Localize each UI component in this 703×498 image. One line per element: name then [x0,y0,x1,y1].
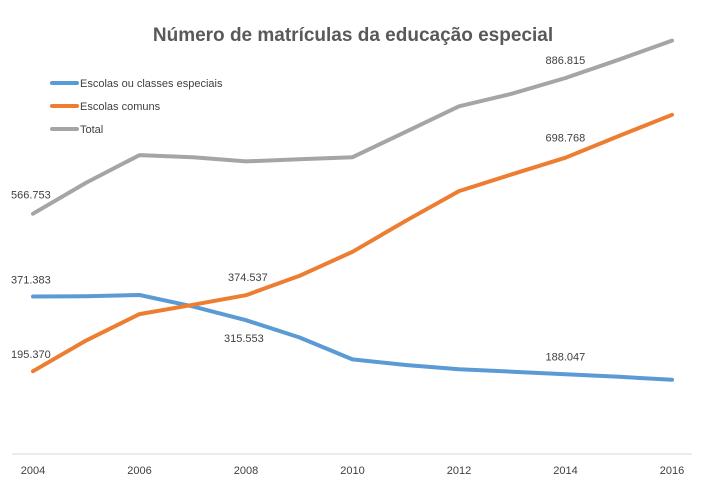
legend-label-1: Escolas comuns [80,101,161,113]
x-tick-label: 2014 [553,465,577,477]
x-tick-label: 2010 [340,465,364,477]
legend-label-0: Escolas ou classes especiais [80,78,223,90]
x-axis-tick-labels: 2004 2006 2008 2010 2012 2014 2016 [21,465,684,477]
x-tick-label: 2006 [127,465,151,477]
legend-label-2: Total [80,124,103,136]
data-label: 371.383 [11,275,51,287]
data-label: 566.753 [11,190,51,202]
data-label: 195.370 [11,349,51,361]
x-tick-label: 2012 [447,465,471,477]
series-line-1 [31,112,674,374]
series-lines [31,38,674,382]
chart-title: Número de matrículas da educação especia… [153,25,553,46]
x-tick-label: 2004 [21,465,45,477]
series-line-2 [31,38,674,216]
data-labels: 371.383 315.553 188.047 195.370 374.537 698.7… [11,55,585,363]
legend: Escolas ou classes especiais Escolas comu… [50,78,223,136]
data-label: 374.537 [228,272,268,284]
data-label: 315.553 [224,333,264,345]
data-label: 698.768 [546,133,586,145]
data-label: 188.047 [546,351,586,363]
x-tick-label: 2016 [660,465,684,477]
series-line-0 [31,293,674,382]
x-tick-label: 2008 [234,465,258,477]
data-label: 886.815 [546,55,586,67]
